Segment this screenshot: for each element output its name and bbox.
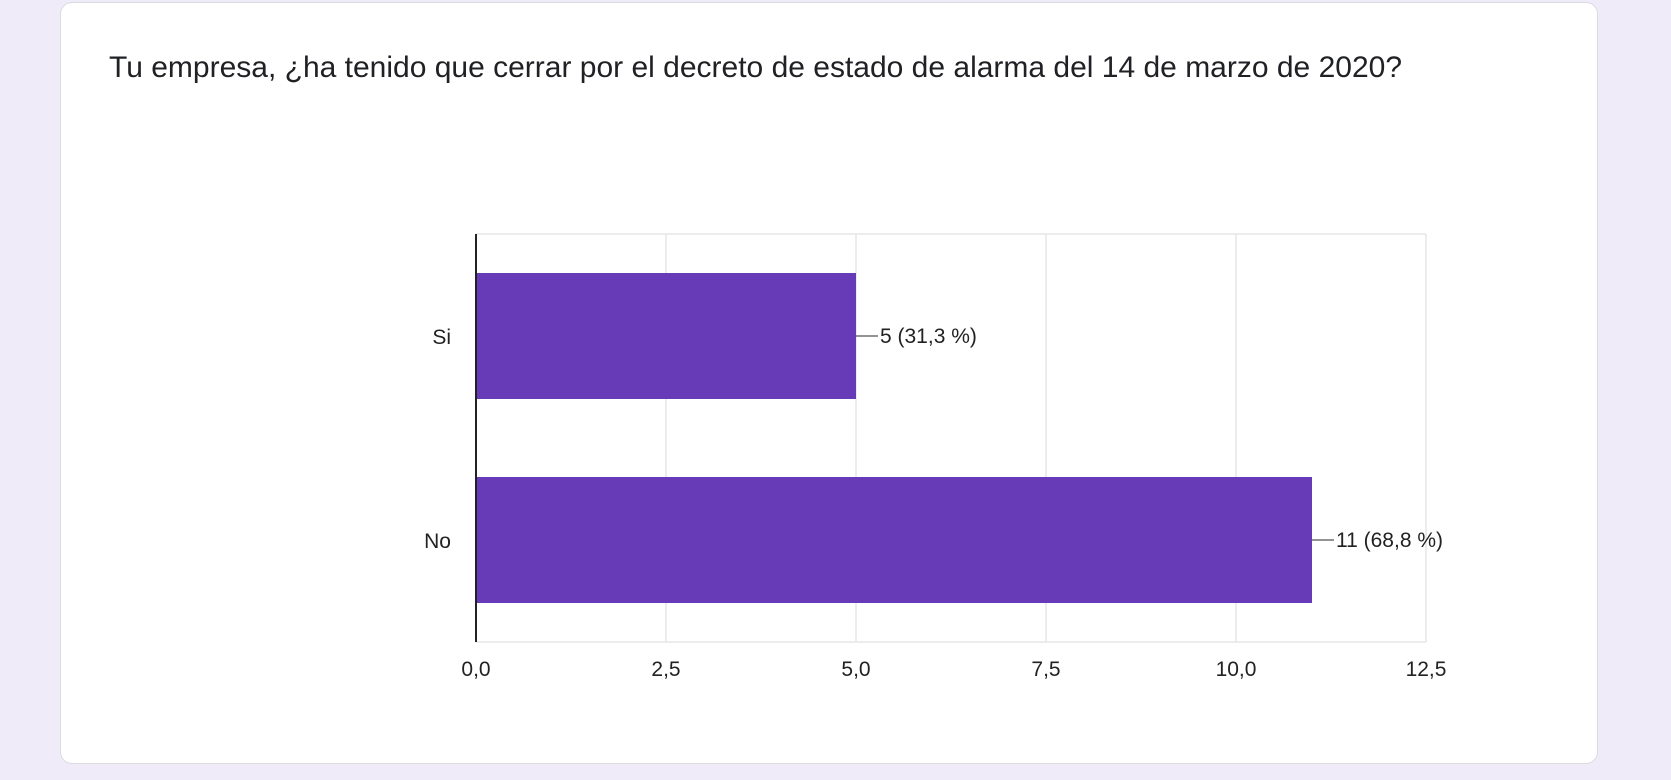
bar xyxy=(476,477,1312,603)
x-tick-label: 5,0 xyxy=(841,658,870,681)
question-title: Tu empresa, ¿ha tenido que cerrar por el… xyxy=(109,51,1403,84)
x-tick-label: 2,5 xyxy=(651,658,680,681)
bar xyxy=(476,273,856,399)
category-label: Si xyxy=(432,326,451,349)
data-label: 5 (31,3 %) xyxy=(880,325,977,348)
data-label: 11 (68,8 %) xyxy=(1336,529,1443,552)
x-tick-label: 12,5 xyxy=(1406,658,1447,681)
x-tick-label: 7,5 xyxy=(1031,658,1060,681)
x-tick-label: 10,0 xyxy=(1216,658,1257,681)
category-label: No xyxy=(424,530,451,553)
x-tick-label: 0,0 xyxy=(461,658,490,681)
